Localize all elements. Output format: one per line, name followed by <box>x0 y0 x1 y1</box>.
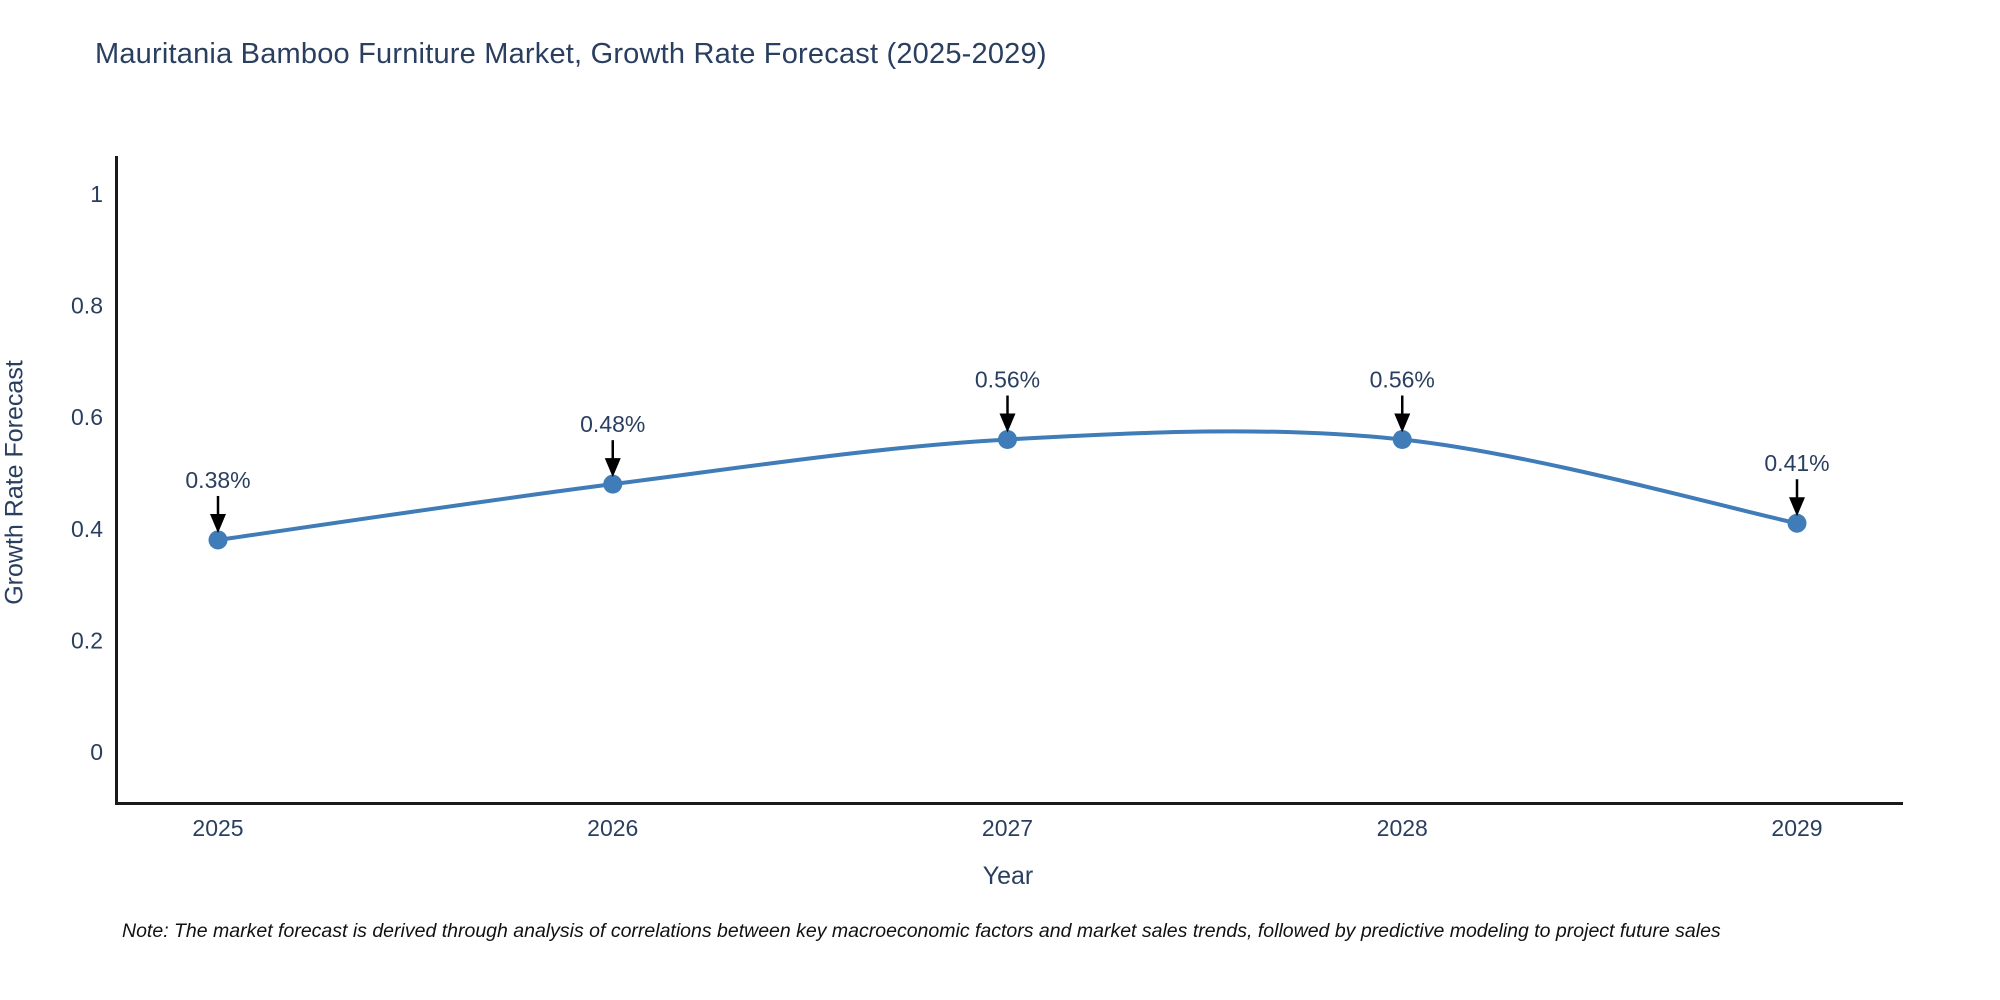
y-tick-label: 0 <box>90 739 103 765</box>
annotation-label: 0.41% <box>1764 450 1829 476</box>
x-tick-label: 2025 <box>192 815 243 841</box>
chart-footnote: Note: The market forecast is derived thr… <box>122 920 1721 942</box>
y-axis-title: Growth Rate Forecast <box>0 360 29 605</box>
x-tick-label: 2029 <box>1771 815 1822 841</box>
annotation-arrowhead <box>999 413 1016 433</box>
x-tick-label: 2026 <box>587 815 638 841</box>
annotation-arrowhead <box>210 513 226 533</box>
annotation-label: 0.56% <box>1370 367 1435 393</box>
data-point <box>1787 513 1807 533</box>
y-tick-label: 0.4 <box>71 516 103 542</box>
y-tick-label: 1 <box>90 181 103 207</box>
chart-title: Mauritania Bamboo Furniture Market, Grow… <box>95 38 1047 70</box>
y-tick-label: 0.6 <box>71 404 103 430</box>
annotation-arrowhead <box>1789 497 1805 517</box>
x-tick-label: 2027 <box>982 815 1033 841</box>
annotation-label: 0.38% <box>185 467 250 493</box>
data-point <box>1392 430 1412 450</box>
annotation-label: 0.56% <box>975 367 1040 393</box>
annotation-label: 0.48% <box>580 411 645 437</box>
x-tick-label: 2028 <box>1377 815 1428 841</box>
x-axis-title: Year <box>982 862 1034 890</box>
y-tick-label: 0.2 <box>71 627 103 653</box>
annotation-arrowhead <box>604 458 621 478</box>
annotation-arrowhead <box>1394 413 1411 433</box>
y-tick-label: 0.8 <box>71 293 103 319</box>
data-point <box>603 474 623 494</box>
data-point <box>998 430 1017 450</box>
data-point <box>208 530 228 550</box>
